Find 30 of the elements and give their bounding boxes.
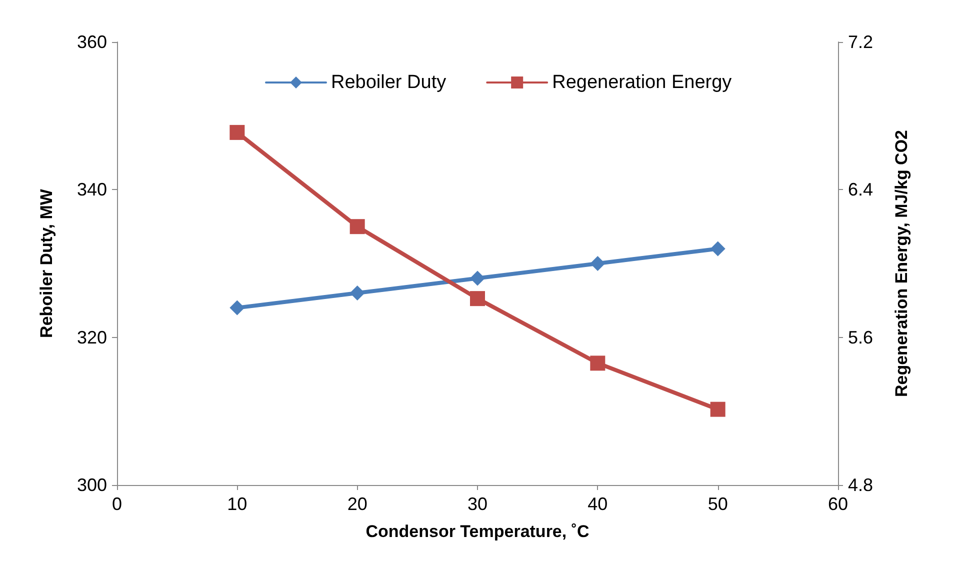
point [590,356,606,371]
point [230,124,245,140]
y2-tick-label: 7.2 [848,32,874,52]
y2-tick-label: 6.4 [848,180,874,200]
y-axis-title: Reboiler Duty, MW [37,188,56,338]
y-tick-label: 360 [76,32,107,52]
x-tick-label: 20 [347,494,368,514]
x-tick-label: 40 [588,494,608,514]
y2-tick-label: 4.8 [848,475,874,495]
point [710,402,726,417]
x-tick-label: 0 [112,494,122,514]
y-tick-label: 340 [76,180,107,200]
y2-axis-title: Regeneration Energy, MJ/kg CO2 [892,130,911,398]
point [470,270,485,286]
y2-tick-label: 5.6 [848,327,874,348]
y-tick-label: 300 [76,475,107,495]
x-tick-label: 50 [708,494,728,514]
point [590,256,606,271]
x-tick-label: 30 [467,494,488,514]
x-tick-label: 60 [828,494,848,514]
point [350,286,365,301]
x-tick-label: 10 [227,494,248,514]
point [470,291,485,306]
y-tick-label: 320 [76,327,107,348]
point [230,300,245,316]
legend-label: Reboiler Duty [331,72,447,93]
point [710,241,726,256]
legend-label: Regeneration Energy [552,72,732,93]
x-axis-title: Condensor Temperature, ˚C [366,522,590,541]
point [350,219,365,234]
